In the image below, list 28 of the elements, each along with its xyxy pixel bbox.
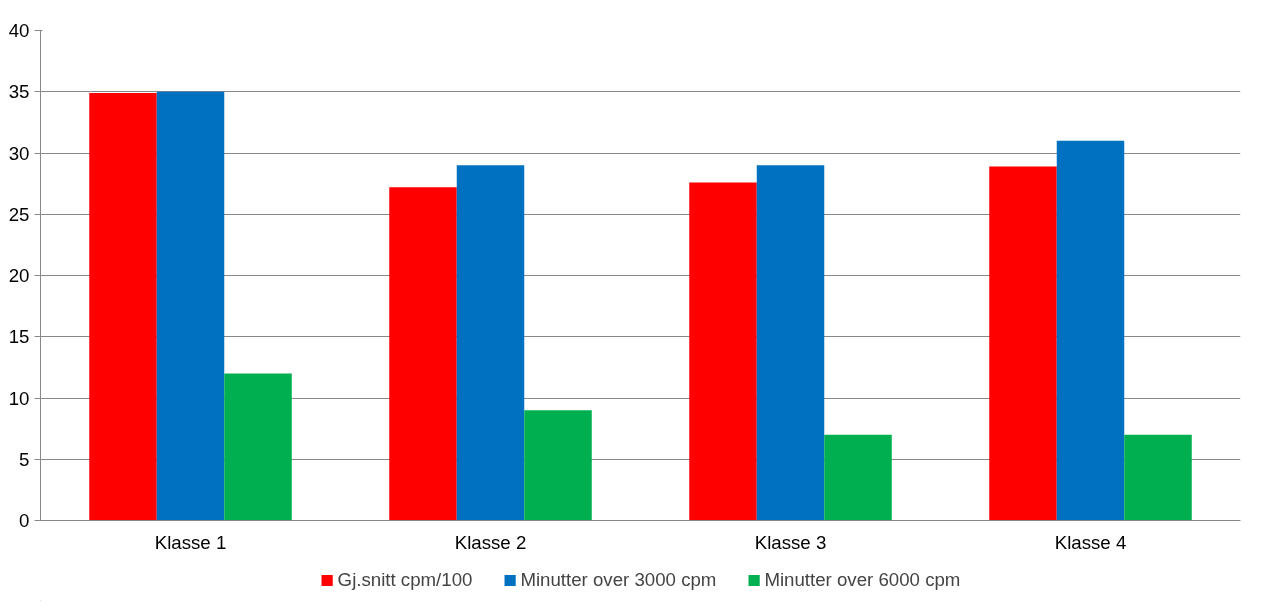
legend-label: Minutter over 3000 cpm [520,569,717,591]
x-tick-label: Klasse 3 [754,531,827,553]
bar [456,165,525,521]
legend-label: Minutter over 6000 cpm [764,569,961,591]
bar [156,91,225,521]
bar [1056,140,1125,521]
x-tick-label: Klasse 1 [154,531,227,553]
y-tick-label: 40 [8,20,30,41]
x-tick-label: Klasse 4 [1054,531,1127,553]
bar [989,166,1057,521]
y-tick-label: 25 [8,203,30,225]
y-tick-label: 30 [8,142,30,164]
y-tick-label: 10 [8,387,30,409]
bar [389,187,457,521]
y-tick-label: 20 [8,265,30,286]
bar [224,373,292,521]
bar [1124,434,1192,521]
y-tick-label: 5 [19,448,30,470]
legend-label: Gj.snitt cpm/100 [337,569,473,591]
y-tick-label: 15 [8,326,30,348]
x-tick-label: Klasse 2 [454,531,527,553]
bar [824,434,892,521]
bar [89,92,157,521]
y-tick-label: 0 [19,510,30,531]
bar [689,182,757,521]
y-tick-label: 35 [8,81,30,103]
bar [756,165,825,521]
bar [524,410,592,521]
